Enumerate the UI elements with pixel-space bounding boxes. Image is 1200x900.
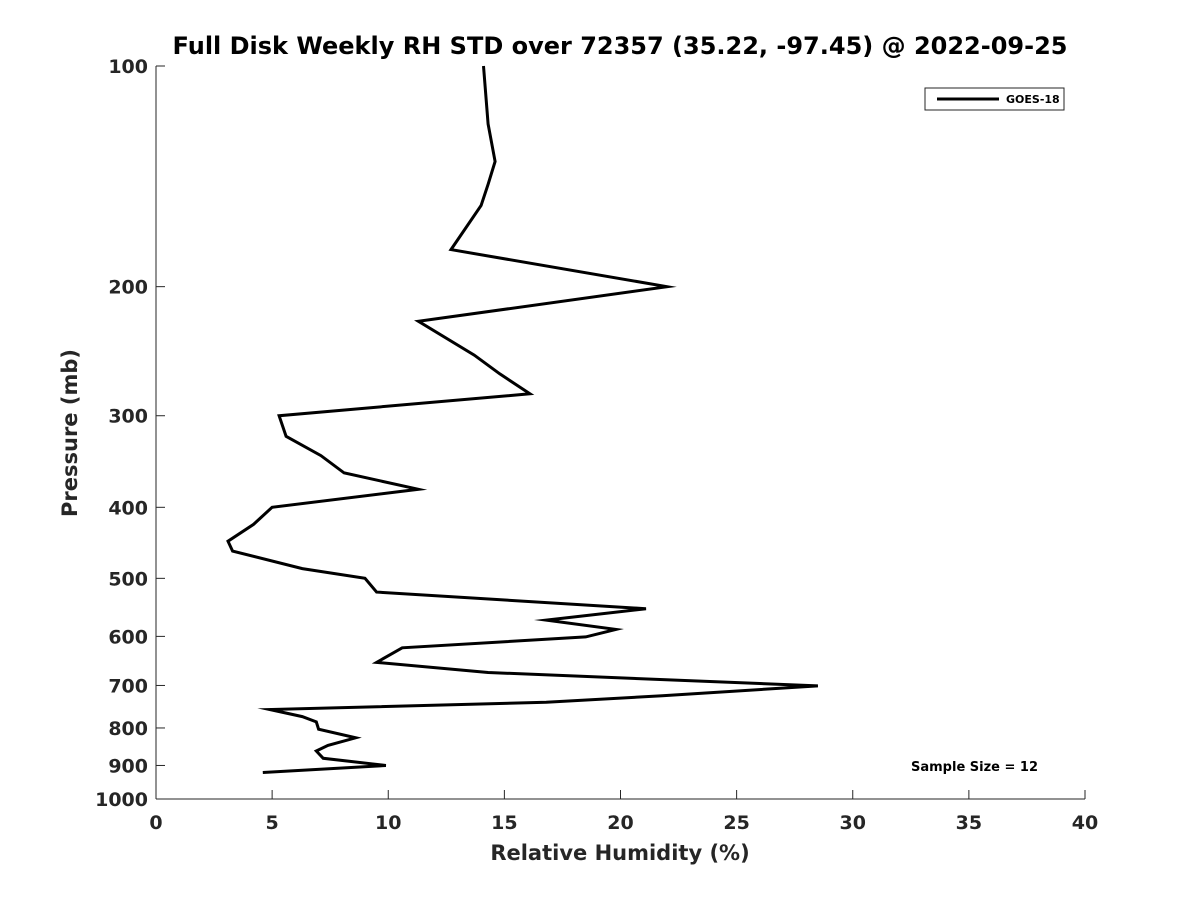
x-axis-label: Relative Humidity (%) [490, 841, 749, 865]
sample-size-annotation: Sample Size = 12 [911, 760, 1038, 775]
y-tick-label-500: 500 [108, 568, 148, 590]
x-tick-label-20: 20 [607, 812, 633, 834]
x-tick-label-30: 30 [840, 812, 866, 834]
series-lines [226, 65, 818, 774]
y-axis-label: Pressure (mb) [58, 349, 82, 517]
chart-title: Full Disk Weekly RH STD over 72357 (35.2… [173, 32, 1068, 60]
series-line-goes-18 [226, 65, 818, 774]
y-tick-label-300: 300 [108, 406, 148, 428]
y-tick-label-1000: 1000 [95, 789, 148, 811]
y-tick-label-900: 900 [108, 755, 148, 777]
x-tick-label-40: 40 [1072, 812, 1098, 834]
y-tick-label-600: 600 [108, 626, 148, 648]
y-tick-label-400: 400 [108, 497, 148, 519]
y-tick-label-100: 100 [108, 56, 148, 78]
y-tick-label-700: 700 [108, 675, 148, 697]
x-tick-label-35: 35 [956, 812, 982, 834]
y-tick-label-200: 200 [108, 277, 148, 299]
y-tick-label-800: 800 [108, 718, 148, 740]
legend-label-goes-18: GOES-18 [1006, 93, 1060, 106]
x-tick-label-5: 5 [266, 812, 279, 834]
plot-area: 0 5 10 15 20 25 30 35 40 100 200 300 400 500 600 700 80… [95, 56, 1098, 834]
y-ticks: 100 200 300 400 500 600 700 800 900 1000 [95, 56, 165, 811]
x-tick-label-15: 15 [491, 812, 517, 834]
x-tick-label-10: 10 [375, 812, 401, 834]
x-tick-label-0: 0 [149, 812, 162, 834]
x-ticks: 0 5 10 15 20 25 30 35 40 [149, 790, 1098, 834]
legend: GOES-18 [924, 87, 1065, 111]
x-tick-label-25: 25 [723, 812, 749, 834]
